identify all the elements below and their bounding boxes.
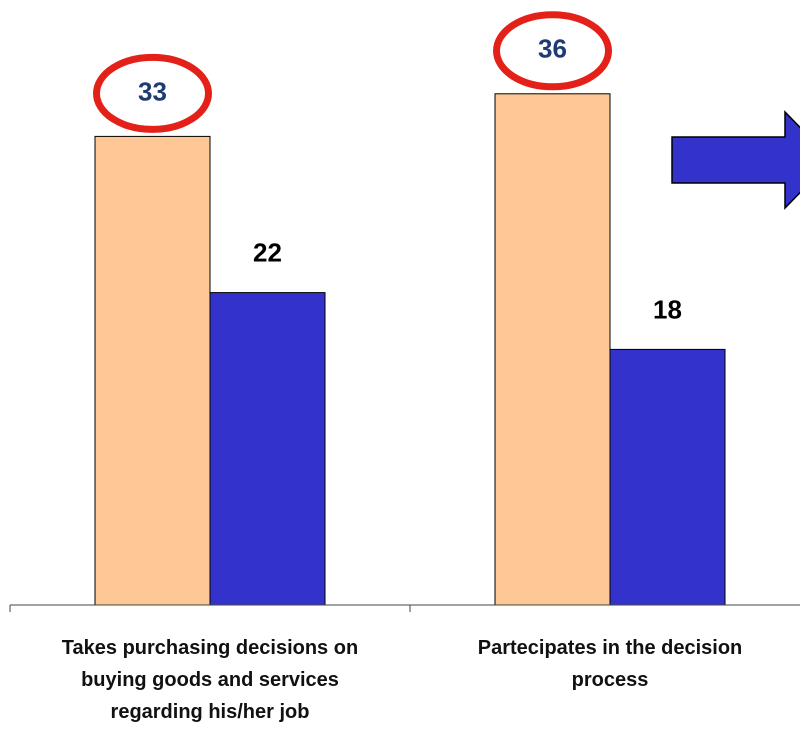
bar (94, 135, 211, 606)
highlight-circle (93, 53, 212, 133)
data-label: 33 (138, 76, 167, 106)
x-tick-label: Takes purchasing decisions on buying goo… (61, 637, 359, 723)
arrow (671, 110, 800, 210)
highlight-circle (493, 11, 612, 91)
data-label: 22 (253, 237, 282, 267)
bar (609, 348, 726, 606)
data-label: 18 (653, 294, 682, 324)
bar (494, 93, 611, 606)
x-tick-label: Partecipates in the decision process (477, 637, 743, 691)
data-label: 36 (538, 34, 567, 64)
bar (209, 292, 326, 606)
